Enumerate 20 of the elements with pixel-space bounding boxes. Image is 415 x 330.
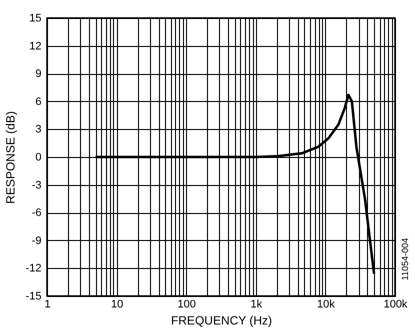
y-tick-label: -9 xyxy=(32,234,42,247)
x-tick-label: 100k xyxy=(384,298,408,310)
y-tick-label: -12 xyxy=(26,262,42,275)
x-tick-label: 1 xyxy=(44,298,51,310)
y-tick-label: 6 xyxy=(35,96,42,108)
y-axis-title: RESPONSE (dB) xyxy=(4,111,18,204)
text: 11054-004 xyxy=(400,238,410,280)
x-axis-title: FREQUENCY (Hz) xyxy=(170,314,272,328)
x-tick-label: 10 xyxy=(110,298,124,310)
y-tick-label: 15 xyxy=(29,12,42,24)
y-tick-label: 9 xyxy=(35,68,42,80)
y-tick-label: 3 xyxy=(35,124,42,136)
y-tick-label: -3 xyxy=(32,179,42,192)
x-tick-label: 1k xyxy=(250,298,263,310)
y-tick-label: 12 xyxy=(29,40,42,52)
x-tick-label: 10k xyxy=(317,298,336,310)
x-tick-label: 100 xyxy=(178,298,196,310)
y-tick-label: -6 xyxy=(32,207,42,220)
y-tick-label: 0 xyxy=(35,152,42,164)
y-tick-label: -15 xyxy=(26,290,42,302)
